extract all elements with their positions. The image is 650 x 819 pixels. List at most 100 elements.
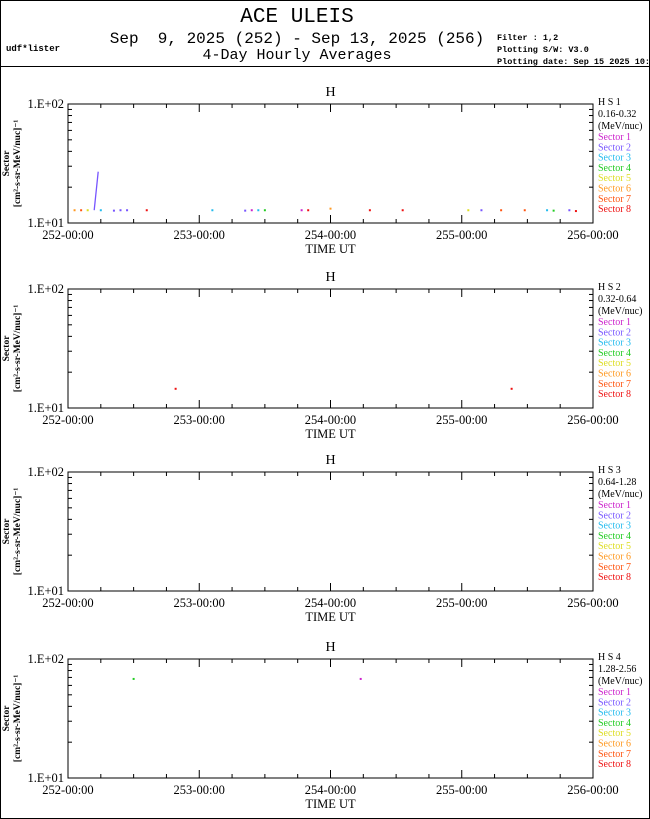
data-point-sector-7 [500,209,503,212]
plot-frame [67,103,594,224]
legend-entry-sector-7: Sector 7 [598,749,631,760]
legend-entry-sector-8: Sector 8 [598,389,631,400]
x-tick-label: 255-00:00 [436,596,487,610]
legend-entry-sector-4: Sector 4 [598,718,631,729]
y-tick-label: 1.E+02 [27,97,64,111]
x-tick-label: 252-00:00 [42,413,93,427]
x-tick-label: 252-00:00 [42,228,93,242]
chart-panel-4: H 252-00:00 253-00:00 254-00:00 255-00:00 256… [2,640,642,811]
legend-entry-sector-5: Sector 5 [598,728,631,739]
data-point-sector-3 [546,209,549,212]
data-point-sector-1 [300,209,303,212]
y-tick-label: 1.E+02 [27,652,64,666]
data-point-sector-8 [510,387,513,390]
data-point-sector-8 [574,210,577,213]
data-point-sector-3 [99,209,102,212]
date-range: Sep 9, 2025 (252) - Sep 13, 2025 (256) [109,30,485,48]
legend-range: 1.28-2.56 [598,664,636,675]
y-axis-label-units: [cm²-s-sr-MeV/nuc]⁻¹ [13,305,23,393]
data-point-sector-7 [523,209,526,212]
legend-entry-sector-4: Sector 4 [598,163,631,174]
data-point-sector-2 [244,209,247,212]
filter-label: Filter : 1,2 [497,33,559,43]
y-axis-label-sector: Sector [2,335,12,362]
data-point-sector-1 [250,209,253,212]
legend-entry-sector-2: Sector 2 [598,142,631,153]
x-tick-label: 252-00:00 [42,596,93,610]
data-point-sector-4 [263,209,266,212]
legend-entry-sector-1: Sector 1 [598,500,631,511]
y-axis-label-sector: Sector [2,705,12,732]
data-point-sector-2 [119,209,122,212]
legend-entry-sector-4: Sector 4 [598,531,631,542]
legend-entry-sector-5: Sector 5 [598,541,631,552]
legend-entry-sector-1: Sector 1 [598,317,631,328]
legend-entry-sector-3: Sector 3 [598,708,631,719]
legend-entry-sector-6: Sector 6 [598,369,631,380]
plotting-date-label: Plotting date: Sep 15 2025 10:39 [497,57,650,67]
y-tick-label: 1.E+01 [27,401,64,415]
legend-entry-sector-3: Sector 3 [598,338,631,349]
chart-title: H [325,640,335,655]
data-point-sector-2 [568,209,571,212]
legend-entry-sector-6: Sector 6 [598,184,631,195]
x-axis-label: TIME UT [305,610,356,624]
legend-range: 0.32-0.64 [598,294,636,305]
legend-entry-sector-7: Sector 7 [598,194,631,205]
legend-entry-sector-8: Sector 8 [598,204,631,215]
x-tick-label: 254-00:00 [305,413,356,427]
legend-entry-sector-1: Sector 1 [598,687,631,698]
legend-entry-sector-5: Sector 5 [598,173,631,184]
legend-entry-sector-2: Sector 2 [598,697,631,708]
x-tick-label: 253-00:00 [174,596,225,610]
data-point-sector-1 [359,677,362,680]
y-axis-label-units: [cm²-s-sr-MeV/nuc]⁻¹ [13,675,23,763]
legend-range: 0.64-1.28 [598,477,636,488]
legend-units: (MeV/nuc) [598,306,642,317]
y-tick-label: 1.E+01 [27,216,64,230]
y-tick-label: 1.E+02 [27,282,64,296]
page-subtitle: 4-Day Hourly Averages [202,47,392,64]
y-tick-label: 1.E+02 [27,465,64,479]
x-tick-label: 255-00:00 [436,413,487,427]
legend-entry-sector-2: Sector 2 [598,510,631,521]
page-title: ACE ULEIS [240,6,354,29]
x-tick-label: 253-00:00 [174,413,225,427]
legend-units: (MeV/nuc) [598,121,642,132]
x-tick-label: 253-00:00 [174,783,225,797]
y-axis-label-sector: Sector [2,150,12,177]
legend-title: H S 2 [598,282,621,293]
x-tick-label: 256-00:00 [567,596,618,610]
legend-entry-sector-7: Sector 7 [598,562,631,573]
data-point-sector-4 [552,209,555,212]
x-tick-label: 254-00:00 [305,228,356,242]
x-axis-label: TIME UT [305,242,356,256]
data-point-sector-3 [257,209,260,212]
legend-title: H S 3 [598,465,621,476]
data-point-sector-2 [480,209,483,212]
data-point-sector-6 [329,207,332,210]
chart-title: H [325,453,335,468]
legend-title: H S 4 [598,652,621,663]
x-axis-label: TIME UT [305,797,356,811]
data-point-sector-8 [368,209,371,212]
legend-title: H S 1 [598,97,621,108]
legend-entry-sector-7: Sector 7 [598,379,631,390]
data-point-sector-7 [80,209,83,212]
data-point-sector-5 [86,209,89,212]
x-axis-label: TIME UT [305,427,356,441]
chart-panel-1: H 252-00:00 253-00:00 254-00:00 255-00:00 256… [2,85,642,256]
chart-panel-3: H 252-00:00 253-00:00 254-00:00 255-00:00 256… [2,453,642,624]
x-tick-label: 255-00:00 [436,783,487,797]
x-tick-label: 253-00:00 [174,228,225,242]
data-point-sector-8 [145,209,148,212]
y-tick-label: 1.E+01 [27,771,64,785]
legend-entry-sector-6: Sector 6 [598,739,631,750]
legend-entry-sector-2: Sector 2 [598,327,631,338]
x-tick-label: 254-00:00 [305,783,356,797]
data-point-sector-2 [126,209,129,212]
legend-entry-sector-8: Sector 8 [598,572,631,583]
x-tick-label: 254-00:00 [305,596,356,610]
y-tick-label: 1.E+01 [27,584,64,598]
legend-units: (MeV/nuc) [598,676,642,687]
